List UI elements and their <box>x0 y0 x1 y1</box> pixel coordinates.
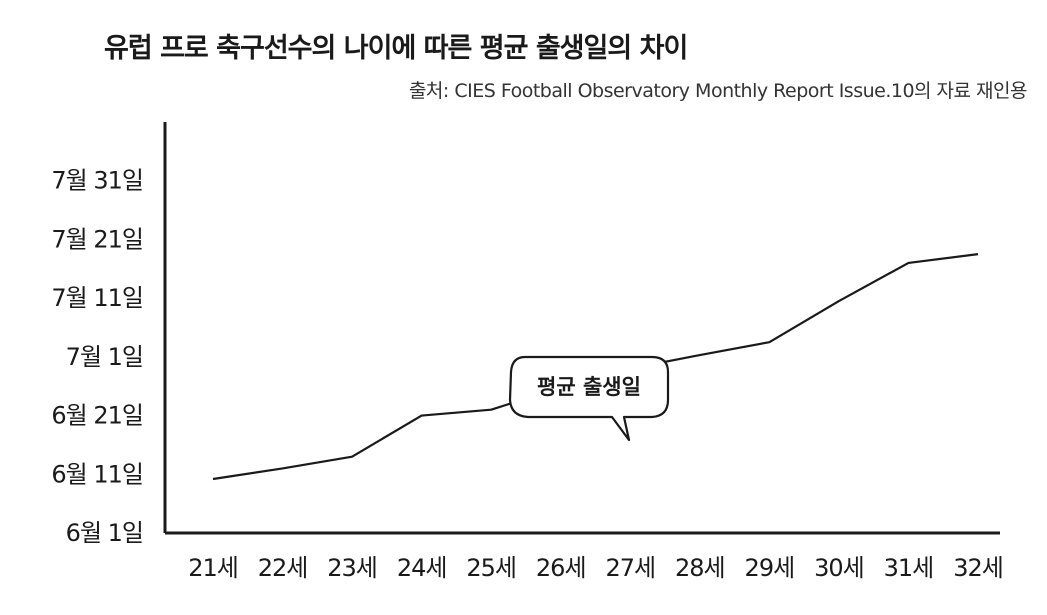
x-tick-label: 23세 <box>327 554 377 582</box>
x-tick-label: 30세 <box>814 554 864 582</box>
x-tick-label: 29세 <box>745 554 795 582</box>
y-tick-labels: 6월 1일 6월 11일 6월 21일 7월 1일 7월 11일 7월 21일 7월 31일 <box>51 167 144 547</box>
callout-bubble <box>508 355 670 442</box>
x-tick-label: 21세 <box>188 554 238 582</box>
y-tick-label: 6월 21일 <box>51 402 143 430</box>
callout: 평균 출생일 <box>508 355 670 442</box>
x-tick-label: 25세 <box>466 554 516 582</box>
x-tick-label: 32세 <box>953 554 1003 582</box>
y-tick-label: 7월 1일 <box>66 343 143 371</box>
x-tick-label: 24세 <box>397 554 447 582</box>
source-note: 출처: CIES Football Observatory Monthly Re… <box>408 80 1028 102</box>
x-tick-label: 27세 <box>605 554 655 582</box>
x-tick-label: 28세 <box>675 554 725 582</box>
y-tick-label: 6월 1일 <box>66 519 143 547</box>
axes <box>163 122 1000 535</box>
y-tick-label: 6월 11일 <box>51 460 143 488</box>
x-tick-label: 26세 <box>536 554 586 582</box>
y-tick-label: 7월 31일 <box>51 167 143 195</box>
x-tick-labels: 21세 22세 23세 24세 25세 26세 27세 28세 29세 30세 31세 32세 <box>188 554 1004 582</box>
y-tick-label: 7월 11일 <box>51 284 143 312</box>
chart-title: 유럽 프로 축구선수의 나이에 따른 평균 출생일의 차이 <box>104 33 688 64</box>
x-tick-label: 31세 <box>884 554 934 582</box>
x-tick-label: 22세 <box>258 554 308 582</box>
y-tick-label: 7월 21일 <box>51 225 143 253</box>
callout-label: 평균 출생일 <box>537 375 641 399</box>
